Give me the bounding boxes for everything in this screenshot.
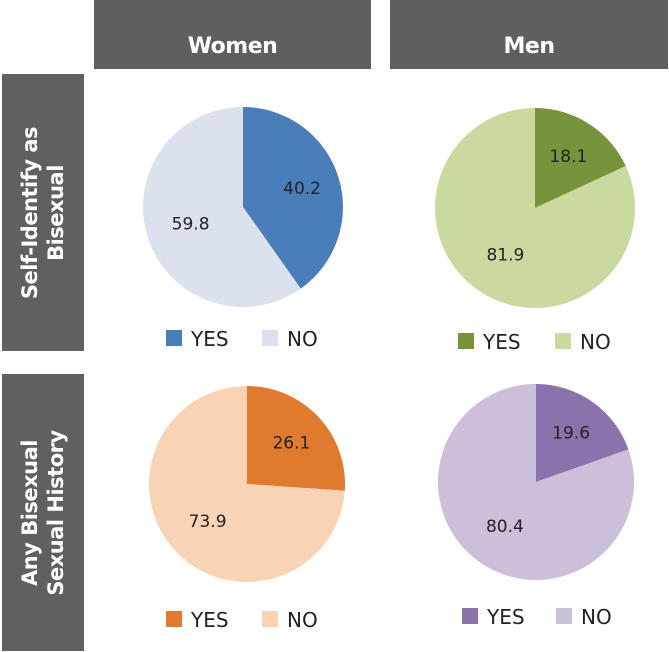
legend-swatch-no: [556, 608, 572, 624]
legend: YES NO: [462, 605, 612, 629]
pie-slice-no: [437, 384, 634, 580]
legend-label-yes: YES: [482, 330, 521, 354]
pie-slice-yes: [536, 384, 629, 482]
legend-swatch-yes: [458, 333, 474, 349]
legend-label-no: NO: [287, 327, 318, 351]
data-label-no: 81.9: [486, 245, 524, 265]
pie-slice-yes: [535, 108, 626, 208]
data-label-no: 80.4: [486, 517, 524, 537]
legend-swatch-no: [555, 333, 571, 349]
legend-swatch-yes: [166, 330, 182, 346]
pie-chart-women-sexual-history: 26.1 73.9 YES NO: [149, 386, 345, 632]
legend: YES NO: [166, 608, 318, 632]
row-header-sexual-history: Any Bisexual Sexual History: [2, 374, 84, 651]
legend-swatch-no: [262, 611, 278, 627]
legend-label-no: NO: [287, 608, 318, 632]
row-header-self-identify: Self-Identify as Bisexual: [2, 74, 84, 351]
legend-label-yes: YES: [190, 608, 229, 632]
data-label-no: 73.9: [189, 512, 227, 532]
pie-slice-yes: [247, 386, 345, 491]
data-label-yes: 26.1: [272, 434, 310, 454]
legend: YES NO: [458, 330, 611, 354]
legend-swatch-no: [262, 330, 278, 346]
column-header-men: Men: [390, 0, 668, 69]
data-label-no: 59.8: [172, 215, 210, 235]
column-header-men-label: Men: [503, 34, 555, 59]
legend-swatch-yes: [166, 611, 182, 627]
data-label-yes: 19.6: [552, 423, 590, 443]
legend-label-yes: YES: [486, 605, 525, 629]
pie-chart-men-self-identify: 18.1 81.9 YES NO: [434, 108, 635, 354]
pie-slice-no: [434, 108, 635, 308]
legend: YES NO: [166, 327, 318, 351]
pie-slice-no: [149, 386, 345, 582]
data-label-yes: 40.2: [283, 179, 321, 199]
column-header-women: Women: [94, 0, 371, 69]
legend-swatch-yes: [462, 608, 478, 624]
pie-slice-yes: [243, 107, 343, 289]
pie-chart-women-self-identify: 40.2 59.8 YES NO: [142, 107, 343, 351]
pie-slice-no: [142, 107, 301, 307]
data-label-yes: 18.1: [549, 147, 587, 167]
pie-chart-men-sexual-history: 19.6 80.4 YES NO: [437, 384, 634, 629]
legend-label-no: NO: [580, 330, 611, 354]
legend-label-no: NO: [581, 605, 612, 629]
legend-label-yes: YES: [190, 327, 229, 351]
column-header-women-label: Women: [187, 34, 278, 59]
